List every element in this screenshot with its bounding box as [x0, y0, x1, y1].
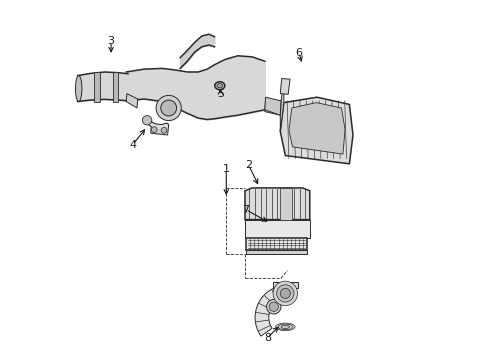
Ellipse shape	[267, 300, 281, 314]
Ellipse shape	[217, 84, 222, 88]
Ellipse shape	[278, 324, 293, 330]
Polygon shape	[280, 188, 292, 220]
Polygon shape	[94, 72, 99, 102]
Circle shape	[273, 281, 297, 306]
Polygon shape	[245, 220, 310, 238]
Text: 6: 6	[295, 48, 302, 58]
Polygon shape	[280, 97, 353, 164]
Text: 8: 8	[264, 333, 271, 343]
Polygon shape	[265, 102, 281, 115]
Circle shape	[143, 116, 152, 125]
Text: 1: 1	[223, 164, 230, 174]
Circle shape	[161, 127, 167, 133]
Polygon shape	[126, 94, 138, 108]
Polygon shape	[246, 238, 307, 250]
Ellipse shape	[275, 323, 295, 330]
Circle shape	[156, 95, 181, 121]
Text: 7: 7	[242, 204, 249, 215]
Text: 2: 2	[245, 160, 252, 170]
Circle shape	[161, 100, 176, 116]
Polygon shape	[273, 282, 298, 288]
Ellipse shape	[75, 76, 82, 102]
Ellipse shape	[215, 82, 225, 90]
Polygon shape	[245, 188, 310, 220]
Circle shape	[151, 127, 157, 132]
Circle shape	[280, 288, 291, 298]
Circle shape	[277, 285, 294, 302]
Polygon shape	[280, 79, 284, 131]
Polygon shape	[280, 78, 290, 94]
Polygon shape	[151, 123, 169, 135]
Text: 4: 4	[129, 140, 136, 150]
Polygon shape	[113, 72, 118, 102]
Ellipse shape	[269, 302, 278, 311]
Text: 5: 5	[217, 89, 224, 99]
Text: 3: 3	[108, 36, 115, 46]
Polygon shape	[289, 103, 345, 154]
Polygon shape	[246, 250, 307, 254]
Wedge shape	[255, 285, 296, 336]
Polygon shape	[265, 97, 281, 115]
Ellipse shape	[281, 325, 290, 329]
